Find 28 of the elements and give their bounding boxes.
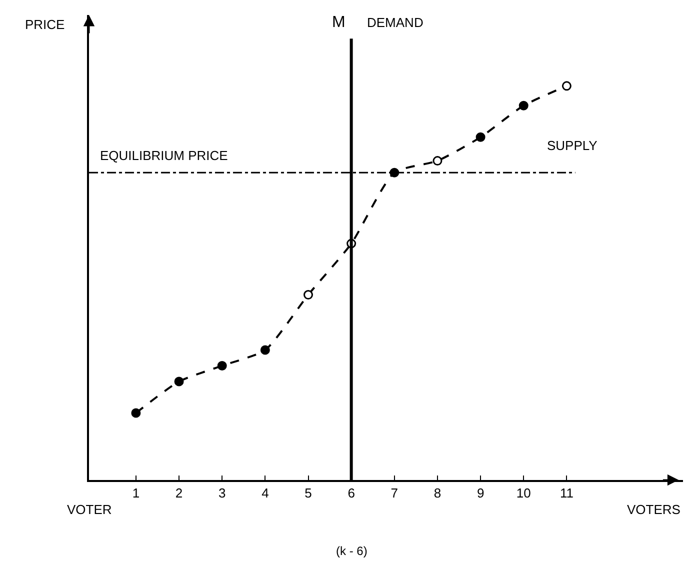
x-tick-label: 6 [348,485,355,500]
point [260,345,270,355]
point [476,132,486,142]
point [174,376,184,386]
x-tick-label: 1 [132,485,140,500]
point [217,360,227,370]
point [432,156,442,166]
point [304,290,313,300]
ref-line-label: DEMAND [367,15,424,30]
text: M [332,14,346,31]
text: VOTER [67,502,112,517]
x-axis-title: VOTERS [627,502,681,517]
x-tick-label: 11 [560,485,574,500]
x-tick-label: 8 [434,485,442,500]
x-tick-label: 2 [175,485,183,500]
x-tick-label: 9 [476,485,484,500]
x-tick-label: 3 [218,485,226,500]
text: (k - 6) [336,544,368,558]
y-axis-title: PRICE [25,17,66,32]
ref-line-label: EQUILIBRIUM PRICE [100,148,228,163]
annotation: SUPPLY [547,138,598,153]
point [131,408,141,418]
x-tick-label: 10 [516,485,531,500]
point [518,100,528,110]
x-tick-label: 4 [262,485,269,500]
point [562,81,572,91]
x-tick-label: 5 [304,485,312,500]
x-tick-label: 7 [390,485,398,500]
